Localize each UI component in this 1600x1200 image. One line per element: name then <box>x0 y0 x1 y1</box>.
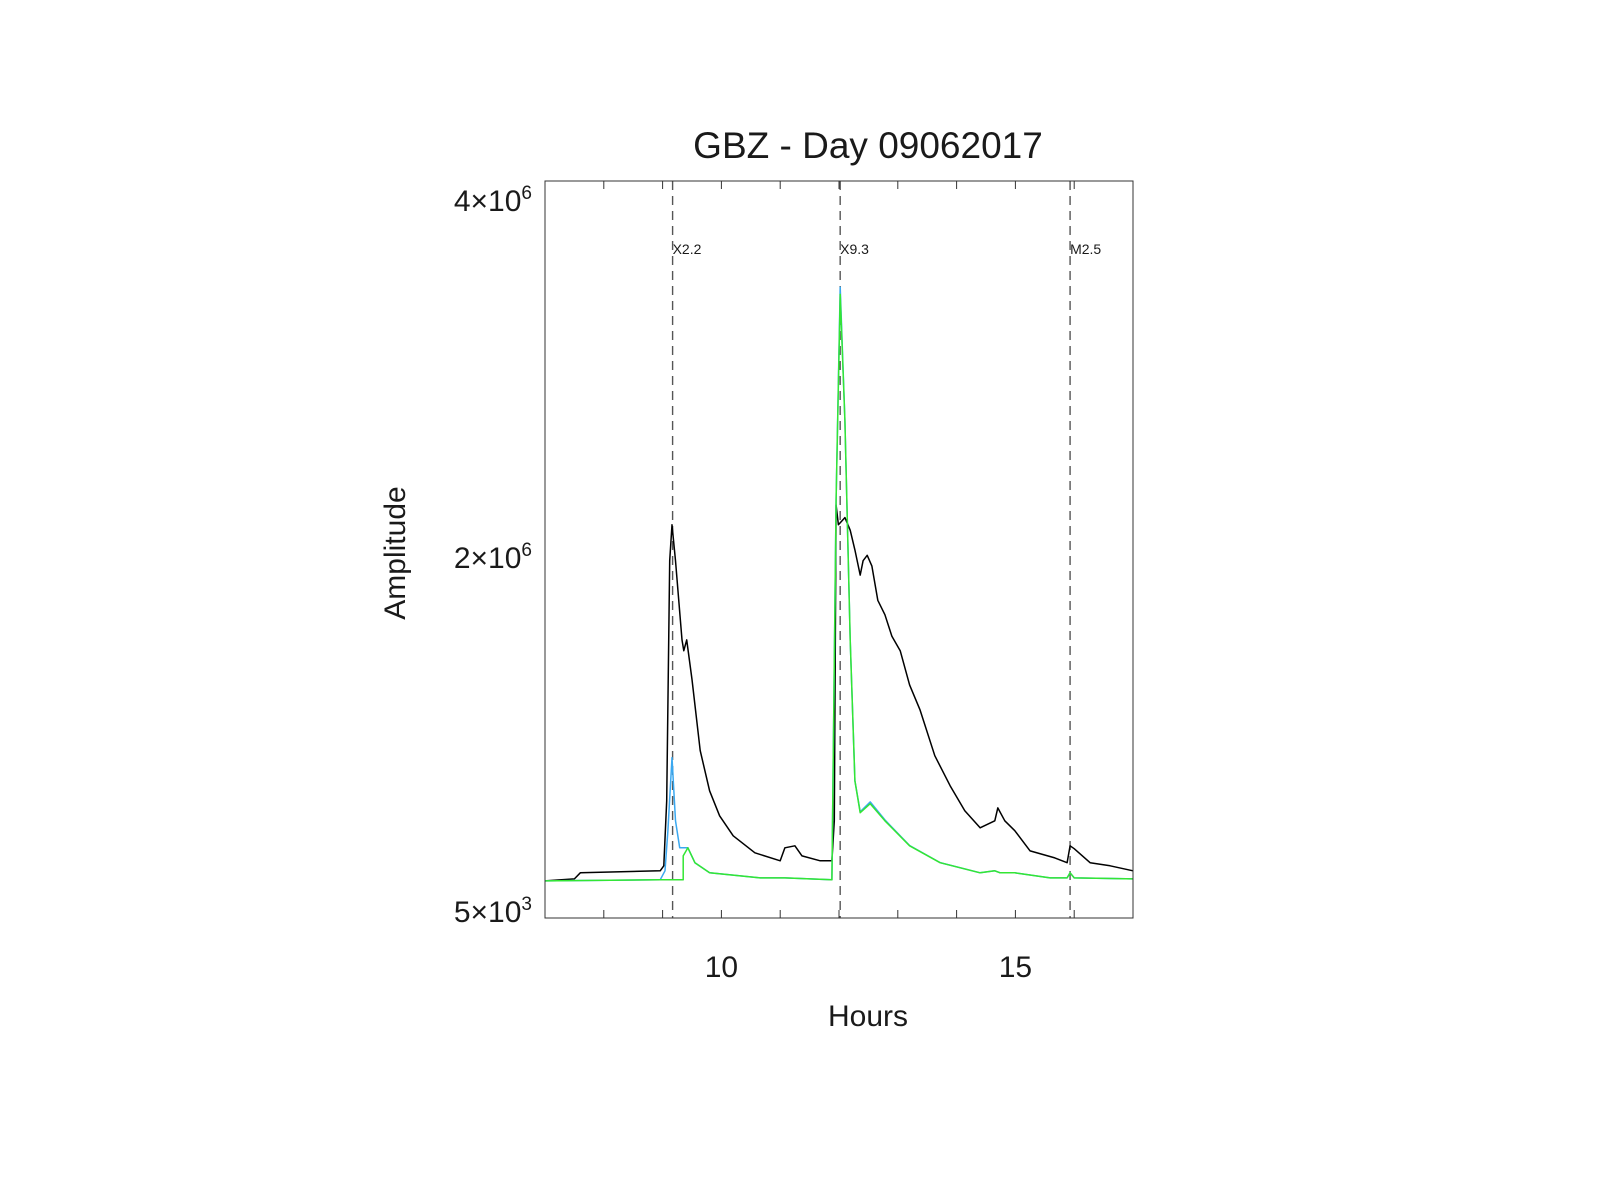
y-tick-times: ×10 <box>471 896 522 929</box>
y-tick-mantissa: 2 <box>454 542 471 575</box>
y-tick-label: 2×106 <box>454 540 532 575</box>
y-tick-times: ×10 <box>471 542 522 575</box>
y-tick-exponent: 6 <box>521 540 532 561</box>
x-axis-label: Hours <box>828 1000 908 1033</box>
y-tick-exponent: 3 <box>521 894 532 915</box>
event-markers: X2.2 X9.3 M2.5 <box>671 181 1101 918</box>
chart-title: GBZ - Day 09062017 <box>693 125 1043 166</box>
y-tick-label: 4×106 <box>454 183 532 218</box>
x-ticks: 10 15 <box>603 181 1075 984</box>
y-tick-label: 5×103 <box>454 894 532 929</box>
plot-frame <box>544 180 1134 919</box>
x-tick-label: 10 <box>705 951 738 984</box>
y-tick-exponent: 6 <box>521 183 532 204</box>
y-tick-mantissa: 4 <box>454 185 471 218</box>
event-label: X2.2 <box>673 241 702 257</box>
x-tick-label: 15 <box>999 951 1032 984</box>
event-label: X9.3 <box>840 241 869 257</box>
y-axis-label: Amplitude <box>379 486 412 619</box>
y-tick-times: ×10 <box>471 185 522 218</box>
series-line-black <box>544 504 1134 882</box>
event-label: M2.5 <box>1070 241 1101 257</box>
series-line-green <box>544 293 1134 882</box>
y-tick-mantissa: 5 <box>454 896 471 929</box>
series-lines <box>544 286 1134 882</box>
